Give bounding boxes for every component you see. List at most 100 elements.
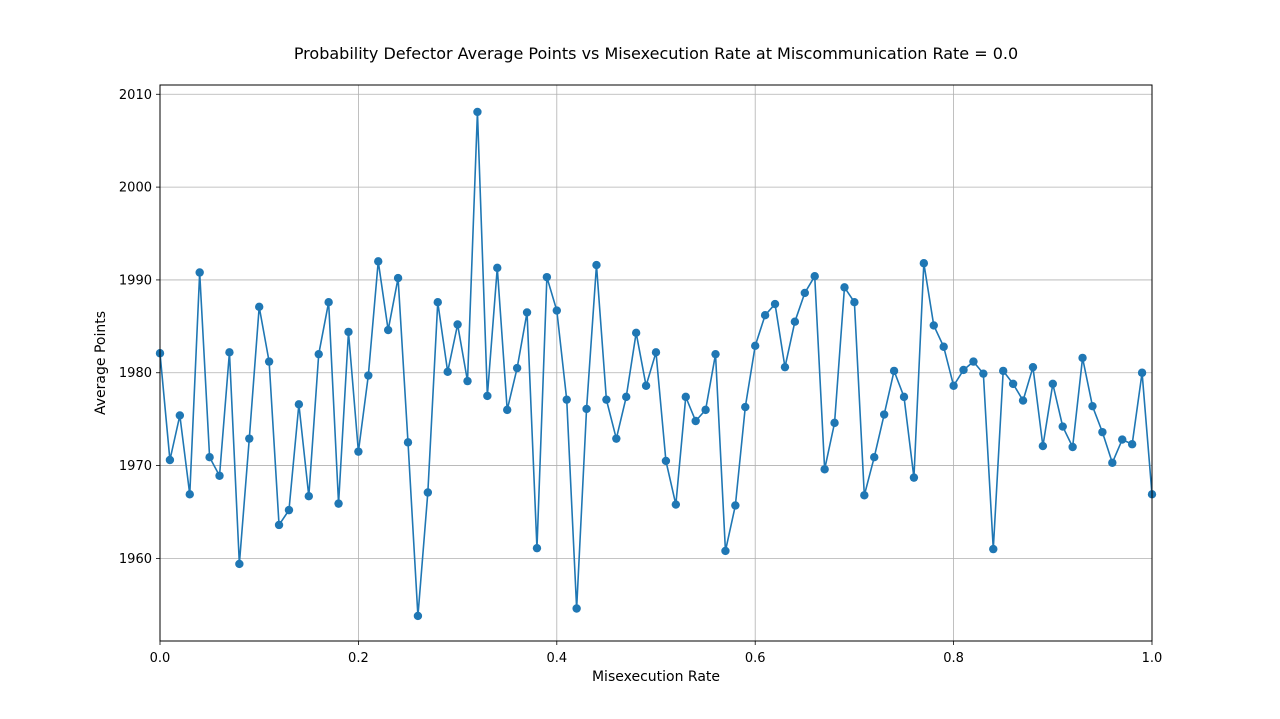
data-point bbox=[245, 434, 254, 443]
data-point bbox=[423, 488, 433, 497]
data-point bbox=[562, 395, 571, 404]
data-point bbox=[264, 357, 274, 366]
data-point bbox=[1018, 396, 1028, 405]
data-point bbox=[364, 371, 373, 380]
plot-frame bbox=[159, 84, 1153, 642]
data-point bbox=[1038, 441, 1048, 451]
data-point bbox=[1108, 458, 1117, 467]
data-point bbox=[939, 342, 948, 351]
data-point bbox=[235, 559, 244, 569]
data-point bbox=[969, 357, 978, 366]
data-point bbox=[979, 369, 988, 378]
data-point bbox=[1078, 353, 1087, 363]
data-point bbox=[165, 455, 175, 465]
data-point bbox=[879, 410, 889, 419]
y-axis-label: Average Points bbox=[93, 311, 109, 415]
chart-title: Probability Defector Average Points vs M… bbox=[294, 44, 1018, 63]
data-point bbox=[602, 395, 611, 404]
data-point bbox=[542, 272, 552, 282]
data-point bbox=[731, 501, 740, 510]
data-point bbox=[641, 381, 651, 390]
x-tick-label: 0.2 bbox=[348, 651, 369, 666]
data-point bbox=[413, 611, 423, 621]
data-point bbox=[622, 392, 631, 402]
data-point bbox=[860, 491, 869, 500]
data-point bbox=[889, 366, 899, 376]
data-point bbox=[741, 402, 750, 412]
data-point bbox=[483, 391, 492, 401]
data-point bbox=[195, 268, 204, 277]
data-point bbox=[473, 107, 482, 117]
data-point bbox=[691, 416, 700, 426]
data-point bbox=[185, 490, 194, 499]
data-point bbox=[790, 317, 800, 326]
data-point bbox=[870, 453, 879, 462]
data-point bbox=[374, 257, 383, 266]
data-point bbox=[820, 465, 829, 474]
y-tick-label: 1990 bbox=[119, 273, 152, 288]
data-point bbox=[592, 260, 601, 270]
data-point bbox=[989, 544, 998, 554]
data-point bbox=[215, 471, 224, 480]
y-tick-label: 2000 bbox=[119, 181, 152, 196]
data-point bbox=[1058, 422, 1067, 431]
data-point bbox=[651, 348, 661, 357]
data-point bbox=[999, 366, 1008, 376]
data-point bbox=[552, 306, 561, 315]
data-point bbox=[681, 392, 690, 402]
data-point bbox=[512, 363, 522, 373]
data-point bbox=[334, 499, 343, 508]
data-point bbox=[671, 500, 681, 509]
data-point bbox=[1118, 435, 1127, 444]
data-point bbox=[314, 349, 323, 359]
data-point bbox=[770, 299, 780, 309]
x-tick-label: 0.8 bbox=[943, 651, 964, 666]
data-point bbox=[344, 327, 353, 337]
data-point bbox=[324, 298, 333, 307]
data-point bbox=[175, 411, 185, 420]
data-point bbox=[433, 298, 442, 307]
data-point bbox=[572, 604, 581, 613]
data-point bbox=[760, 311, 770, 320]
data-point bbox=[403, 438, 413, 447]
data-point bbox=[443, 367, 452, 377]
data-point bbox=[1137, 368, 1147, 377]
data-point bbox=[354, 447, 363, 456]
data-point bbox=[751, 341, 760, 351]
data-point bbox=[1088, 401, 1097, 411]
data-point bbox=[205, 453, 214, 462]
data-point bbox=[909, 473, 919, 482]
data-point bbox=[1068, 442, 1077, 452]
data-point bbox=[284, 505, 294, 515]
data-point bbox=[810, 272, 819, 281]
x-tick-label: 0.6 bbox=[745, 651, 766, 666]
data-point bbox=[582, 404, 591, 414]
x-tick-label: 0.0 bbox=[150, 651, 171, 666]
data-point bbox=[274, 520, 284, 530]
y-tick-label: 2010 bbox=[119, 88, 152, 103]
y-tick-label: 1980 bbox=[119, 366, 152, 381]
series-markers bbox=[155, 107, 1157, 621]
data-point bbox=[463, 376, 472, 386]
data-point bbox=[701, 405, 710, 415]
data-point bbox=[304, 492, 313, 501]
data-point bbox=[383, 325, 393, 335]
data-point bbox=[949, 381, 958, 390]
y-tick-label: 1970 bbox=[119, 459, 152, 474]
data-point bbox=[780, 362, 790, 372]
data-point bbox=[661, 456, 671, 466]
data-point bbox=[929, 321, 938, 330]
data-point bbox=[711, 349, 720, 359]
data-point bbox=[830, 418, 839, 428]
data-point bbox=[959, 365, 968, 375]
data-point bbox=[1048, 379, 1058, 389]
data-point bbox=[1028, 362, 1038, 372]
data-point bbox=[800, 288, 809, 298]
data-point bbox=[294, 400, 304, 409]
data-point bbox=[840, 283, 849, 292]
data-point bbox=[393, 273, 403, 283]
x-axis-label: Misexecution Rate bbox=[592, 669, 720, 685]
data-point bbox=[612, 434, 621, 443]
